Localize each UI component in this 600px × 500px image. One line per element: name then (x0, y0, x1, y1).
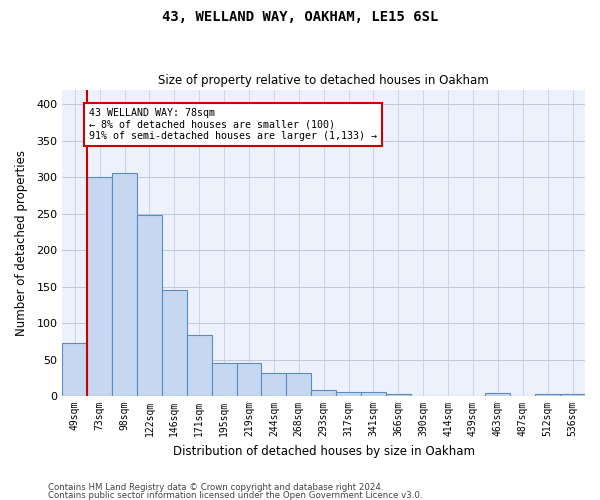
X-axis label: Distribution of detached houses by size in Oakham: Distribution of detached houses by size … (173, 444, 475, 458)
Bar (336, 392, 361, 396)
Bar (386, 394, 411, 396)
Bar (162, 290, 187, 396)
Bar (560, 394, 585, 396)
Text: 43 WELLAND WAY: 78sqm
← 8% of detached houses are smaller (100)
91% of semi-deta: 43 WELLAND WAY: 78sqm ← 8% of detached h… (89, 108, 377, 141)
Bar (62, 343, 87, 396)
Bar (485, 393, 511, 396)
Bar (112, 174, 137, 396)
Bar (87, 177, 112, 396)
Bar (535, 394, 560, 396)
Text: Contains HM Land Registry data © Crown copyright and database right 2024.: Contains HM Land Registry data © Crown c… (48, 484, 383, 492)
Title: Size of property relative to detached houses in Oakham: Size of property relative to detached ho… (158, 74, 489, 87)
Bar (187, 336, 212, 396)
Bar (286, 372, 311, 396)
Bar (212, 363, 236, 396)
Bar (262, 372, 286, 396)
Text: 43, WELLAND WAY, OAKHAM, LE15 6SL: 43, WELLAND WAY, OAKHAM, LE15 6SL (162, 10, 438, 24)
Bar (236, 363, 262, 396)
Bar (137, 215, 162, 396)
Y-axis label: Number of detached properties: Number of detached properties (15, 150, 28, 336)
Bar (311, 390, 336, 396)
Bar (361, 392, 386, 396)
Text: Contains public sector information licensed under the Open Government Licence v3: Contains public sector information licen… (48, 491, 422, 500)
